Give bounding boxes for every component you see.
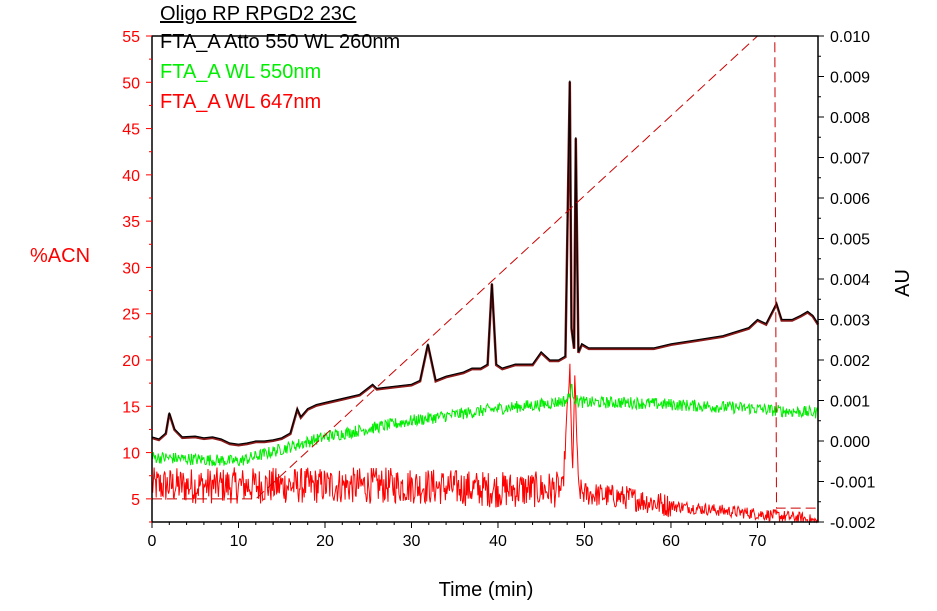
y-right-tick-label: 0.002 bbox=[830, 353, 870, 370]
legend-647nm: FTA_A WL 647nm bbox=[160, 91, 321, 113]
y-right-tick-label: 0.006 bbox=[830, 191, 870, 208]
y-axis-left-title: %ACN bbox=[30, 245, 90, 267]
y-left-tick-label: 40 bbox=[122, 168, 140, 185]
y-left-tick-label: 50 bbox=[122, 75, 140, 92]
y-right-tick-label: 0.008 bbox=[830, 110, 870, 127]
y-left-tick-label: 20 bbox=[122, 353, 140, 370]
y-left-tick-label: 35 bbox=[122, 214, 140, 231]
y-left-tick-label: 15 bbox=[122, 399, 140, 416]
chart-title: Oligo RP RPGD2 23C bbox=[160, 3, 356, 25]
x-tick-label: 70 bbox=[749, 533, 767, 550]
y-right-tick-label: -0.002 bbox=[830, 515, 875, 532]
y-right-tick-label: 0.000 bbox=[830, 434, 870, 451]
y-right-tick-label: 0.007 bbox=[830, 151, 870, 168]
y-right-tick-label: 0.003 bbox=[830, 313, 870, 330]
x-tick-label: 40 bbox=[489, 533, 507, 550]
y-right-tick-label: 0.010 bbox=[830, 29, 870, 46]
y-right-tick-label: -0.001 bbox=[830, 475, 875, 492]
y-axis-right-title: AU bbox=[892, 269, 914, 297]
series-260nm-overlay-line bbox=[151, 81, 820, 447]
legend-260nm: FTA_A Atto 550 WL 260nm bbox=[160, 31, 400, 53]
x-tick-label: 50 bbox=[576, 533, 594, 550]
series-550nm-line bbox=[151, 383, 819, 467]
axes-layer: 0 10 20 30 40 50 60 70 5 10 15 20 25 30 35 40 45 50 55 -0.0… bbox=[122, 29, 875, 550]
y-left-tick-label: 45 bbox=[122, 122, 140, 139]
x-tick-label: 30 bbox=[403, 533, 421, 550]
y-left-tick-label: 55 bbox=[122, 29, 140, 46]
y-right-tick-label: 0.004 bbox=[830, 272, 870, 289]
legend-550nm: FTA_A WL 550nm bbox=[160, 61, 321, 83]
series-260nm-line bbox=[151, 80, 819, 445]
x-axis-title: Time (min) bbox=[439, 579, 534, 601]
y-left-tick-label: 5 bbox=[131, 492, 140, 509]
y-right-tick-label: 0.001 bbox=[830, 394, 870, 411]
x-tick-label: 20 bbox=[316, 533, 334, 550]
y-left-tick-label: 10 bbox=[122, 446, 140, 463]
y-left-tick-label: 30 bbox=[122, 260, 140, 277]
y-right-tick-label: 0.005 bbox=[830, 232, 870, 249]
y-left-tick-label: 25 bbox=[122, 307, 140, 324]
series-647nm-line bbox=[151, 363, 818, 524]
x-tick-label: 0 bbox=[148, 533, 157, 550]
x-tick-label: 60 bbox=[662, 533, 680, 550]
x-tick-label: 10 bbox=[230, 533, 248, 550]
y-right-tick-label: 0.009 bbox=[830, 70, 870, 87]
